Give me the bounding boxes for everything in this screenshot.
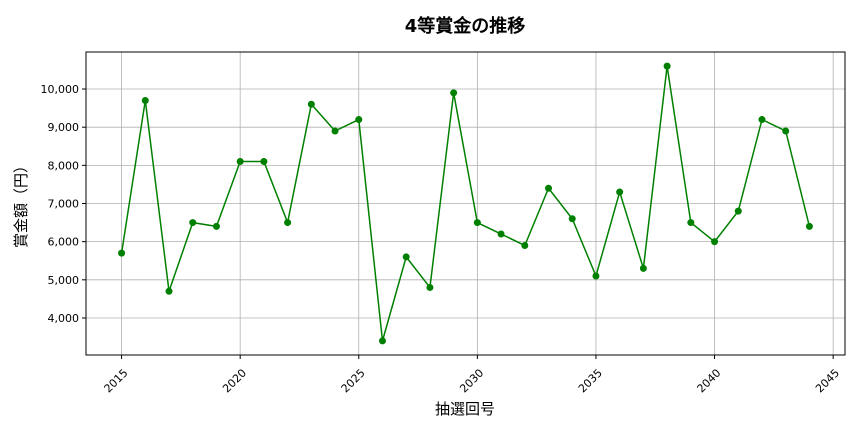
x-tick-label: 2035 <box>576 366 605 395</box>
data-point <box>568 215 576 223</box>
data-point <box>426 283 434 291</box>
y-tick-label: 7,000 <box>48 198 80 211</box>
x-tick-label: 2045 <box>813 366 842 395</box>
x-tick-label: 2025 <box>339 366 368 395</box>
x-tick-label: 2015 <box>102 366 131 395</box>
data-point <box>450 89 458 97</box>
y-axis: 4,000 5,000 6,000 7,000 8,000 9,000 10,000 <box>41 83 86 325</box>
series-points <box>118 62 813 345</box>
data-point <box>687 219 695 227</box>
x-tick-label: 2020 <box>220 366 249 395</box>
x-axis: 2015 2020 2025 2030 2035 2040 2045 <box>102 355 842 395</box>
data-point <box>236 158 244 166</box>
data-point <box>473 219 481 227</box>
data-point <box>782 127 790 135</box>
data-point <box>639 264 647 272</box>
data-point <box>734 207 742 215</box>
data-point <box>165 287 173 295</box>
data-point <box>141 96 149 104</box>
data-point <box>758 116 766 124</box>
data-point <box>592 272 600 280</box>
data-point <box>663 62 671 70</box>
data-point <box>805 222 813 230</box>
data-point <box>355 116 363 124</box>
data-point <box>331 127 339 135</box>
y-tick-label: 6,000 <box>48 236 80 249</box>
grid <box>86 52 845 355</box>
data-point <box>260 158 268 166</box>
x-tick-label: 2040 <box>695 366 724 395</box>
data-point <box>189 219 197 227</box>
data-point <box>284 219 292 227</box>
data-point <box>307 100 315 108</box>
chart-title: 4等賞金の推移 <box>405 15 526 37</box>
y-tick-label: 10,000 <box>41 83 80 96</box>
x-tick-label: 2030 <box>457 366 486 395</box>
data-point <box>545 184 553 192</box>
data-point <box>402 253 410 261</box>
data-point <box>497 230 505 238</box>
data-point <box>378 337 386 345</box>
y-tick-label: 8,000 <box>48 159 80 172</box>
y-axis-label: 賞金額（円） <box>12 158 30 248</box>
x-axis-label: 抽選回号 <box>435 400 495 418</box>
y-tick-label: 4,000 <box>48 312 80 325</box>
data-point <box>118 249 126 257</box>
y-tick-label: 5,000 <box>48 274 80 287</box>
y-tick-label: 9,000 <box>48 121 80 134</box>
data-point <box>212 222 220 230</box>
data-point <box>521 241 529 249</box>
series-line <box>120 66 811 342</box>
data-point <box>711 238 719 246</box>
data-point <box>616 188 624 196</box>
